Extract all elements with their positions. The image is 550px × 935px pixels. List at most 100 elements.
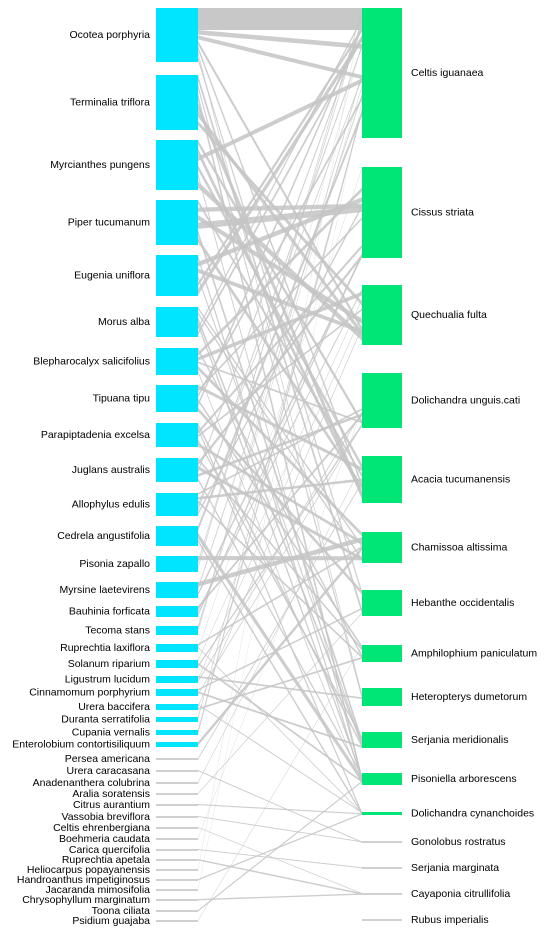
link bbox=[198, 312, 362, 561]
right-node-label: Heteropterys dumetorum bbox=[411, 691, 527, 703]
link bbox=[198, 413, 362, 609]
left-node-label: Ocotea porphyria bbox=[69, 29, 150, 41]
left-node-label: Myrcianthes pungens bbox=[50, 159, 150, 171]
link bbox=[198, 268, 362, 334]
link bbox=[198, 85, 362, 631]
link bbox=[198, 9, 362, 570]
right-node-label: Amphilophium paniculatum bbox=[411, 647, 537, 659]
link bbox=[198, 370, 362, 785]
link bbox=[198, 203, 362, 212]
left-node bbox=[156, 385, 198, 412]
link bbox=[198, 780, 362, 912]
link bbox=[198, 859, 362, 895]
link bbox=[198, 288, 362, 612]
link bbox=[198, 691, 362, 748]
left-node-label: Citrus aurantium bbox=[73, 799, 150, 811]
link bbox=[198, 43, 362, 634]
left-node-label: Cinnamomum porphyrium bbox=[29, 686, 150, 698]
right-node-label: Dolichandra cynanchoides bbox=[411, 807, 534, 819]
left-node-label: Heliocarpus popayanensis bbox=[27, 864, 150, 876]
link bbox=[198, 10, 362, 871]
left-node bbox=[156, 910, 198, 912]
link bbox=[198, 35, 362, 80]
left-node bbox=[156, 526, 198, 546]
left-node-label: Anadenanthera colubrina bbox=[33, 777, 151, 789]
left-node-label: Jacaranda mimosifolia bbox=[46, 884, 151, 896]
link bbox=[198, 546, 362, 646]
left-node bbox=[156, 742, 198, 747]
left-node bbox=[156, 493, 198, 516]
link bbox=[198, 187, 362, 357]
link bbox=[198, 230, 362, 745]
right-node-label: Gonolobus rostratus bbox=[411, 836, 506, 848]
left-node-label: Juglans australis bbox=[72, 464, 150, 476]
left-node-label: Psidium guajaba bbox=[72, 915, 150, 927]
left-node-label: Blepharocalyx salicifolius bbox=[33, 355, 150, 367]
link bbox=[198, 252, 362, 617]
left-node-label: Persea americana bbox=[65, 753, 150, 765]
link bbox=[198, 254, 362, 597]
link bbox=[198, 537, 362, 587]
link bbox=[198, 410, 362, 839]
left-node-label: Ligustrum lucidum bbox=[65, 673, 150, 685]
left-node-label: Chrysophyllum marginatum bbox=[22, 894, 150, 906]
link bbox=[198, 612, 362, 795]
left-node bbox=[156, 782, 198, 784]
left-node-label: Parapiptadenia excelsa bbox=[41, 429, 150, 441]
left-node bbox=[156, 255, 198, 296]
left-node bbox=[156, 899, 198, 901]
link bbox=[198, 30, 362, 49]
left-node bbox=[156, 793, 198, 795]
link bbox=[198, 849, 362, 869]
left-node bbox=[156, 717, 198, 722]
left-node bbox=[156, 200, 198, 245]
left-node bbox=[156, 869, 198, 871]
right-node-label: Acacia tucumanensis bbox=[411, 473, 510, 485]
left-node bbox=[156, 689, 198, 696]
left-node bbox=[156, 644, 198, 652]
link bbox=[198, 408, 362, 495]
link bbox=[198, 93, 362, 784]
right-node bbox=[362, 773, 402, 785]
right-node-label: Dolichandra unguis.cati bbox=[411, 394, 520, 406]
right-node-label: Serjania marginata bbox=[411, 862, 499, 874]
link bbox=[198, 46, 362, 488]
right-node bbox=[362, 532, 402, 563]
link bbox=[198, 35, 362, 296]
left-node bbox=[156, 816, 198, 818]
link bbox=[198, 17, 362, 330]
link bbox=[198, 72, 362, 629]
left-node-label: Allophylus edulis bbox=[72, 498, 150, 510]
left-node-label: Eugenia uniflora bbox=[74, 269, 150, 281]
right-node bbox=[362, 688, 402, 706]
right-node bbox=[362, 373, 402, 428]
link bbox=[198, 217, 362, 392]
right-node bbox=[362, 456, 402, 503]
left-node-label: Urera baccifera bbox=[78, 701, 150, 713]
link bbox=[198, 413, 362, 477]
link bbox=[198, 407, 362, 595]
link bbox=[198, 44, 362, 512]
left-node-label: Cedrela angustifolia bbox=[57, 530, 150, 542]
link bbox=[198, 500, 362, 659]
right-node-label: Pisoniella arborescens bbox=[411, 773, 517, 785]
link bbox=[198, 424, 362, 696]
link bbox=[198, 607, 362, 691]
left-node-label: Terminalia triflora bbox=[70, 96, 150, 108]
link bbox=[198, 439, 362, 740]
left-node-label: Bauhinia forficata bbox=[69, 605, 150, 617]
left-node bbox=[156, 307, 198, 337]
link bbox=[198, 646, 362, 814]
right-node bbox=[362, 285, 402, 345]
link bbox=[198, 539, 362, 815]
link bbox=[198, 25, 362, 473]
left-node bbox=[156, 676, 198, 683]
left-node bbox=[156, 920, 198, 922]
link bbox=[198, 361, 362, 424]
right-node bbox=[362, 645, 402, 662]
right-node bbox=[362, 812, 402, 815]
left-node bbox=[156, 606, 198, 617]
link bbox=[198, 108, 362, 735]
link bbox=[198, 140, 362, 425]
